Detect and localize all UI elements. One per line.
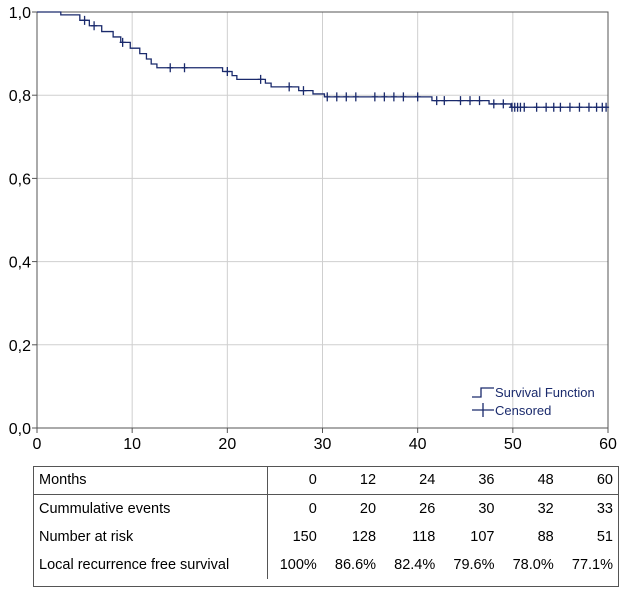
censored-mark [467, 96, 474, 106]
censored-mark [457, 96, 464, 106]
censored-mark [91, 21, 98, 31]
risk-table-row-at-risk: Number at risk 150 128 118 107 88 51 [33, 523, 619, 551]
table-cell: 82.4% [394, 557, 436, 573]
y-tick-label: 0,4 [9, 255, 31, 272]
censored-mark [400, 92, 407, 102]
y-tick-label: 1,0 [9, 5, 31, 22]
risk-header-cell: 0 [267, 466, 323, 495]
row-label: Local recurrence free survival [33, 551, 268, 579]
table-cell: 100% [279, 557, 317, 573]
x-tick-label: 0 [33, 436, 42, 453]
censored-mark [390, 92, 397, 102]
table-cell: 20 [359, 501, 377, 517]
risk-header-cell: 48 [500, 466, 560, 495]
x-tick-label: 60 [599, 436, 617, 453]
survival-function-line [37, 11, 608, 108]
table-cell: 0 [308, 501, 317, 517]
y-tick-label: 0,6 [9, 171, 31, 188]
censored-mark [603, 102, 610, 112]
censored-mark [167, 63, 174, 73]
legend-censored-symbol [472, 403, 494, 417]
y-tick-label: 0,0 [9, 421, 31, 438]
y-tick-label: 0,8 [9, 88, 31, 105]
censored-mark [324, 92, 331, 102]
table-cell: 77.1% [571, 557, 613, 573]
table-cell: 78.0% [512, 557, 554, 573]
row-label: Cummulative events [33, 494, 268, 523]
risk-header-cell: 36 [441, 466, 501, 495]
censored-mark [521, 102, 528, 112]
censored-mark [333, 92, 340, 102]
censored-mark [433, 96, 440, 106]
censored-mark [224, 66, 231, 76]
survival-chart: 0 10 20 30 40 50 60 0,0 0,2 0,4 0,6 0,8 1,0 Survival… [9, 5, 617, 453]
table-cell: 33 [596, 501, 613, 517]
legend-survival-label: Survival Function [495, 385, 595, 400]
table-cell: 86.6% [334, 557, 377, 573]
risk-header-cell: 60 [559, 466, 619, 495]
table-cell: 30 [478, 501, 495, 517]
table-cell: 128 [351, 529, 377, 545]
table-cell: 26 [419, 501, 436, 517]
censored-mark [593, 102, 600, 112]
y-tick-label: 0,2 [9, 338, 31, 355]
censored-marks [81, 15, 610, 112]
censored-mark [441, 96, 448, 106]
legend: Survival Function Censored [472, 385, 595, 418]
risk-header-cell: 12 [322, 466, 383, 495]
x-tick-label: 40 [409, 436, 427, 453]
censored-mark [576, 102, 583, 112]
legend-censored-label: Censored [495, 403, 551, 418]
x-tick-label: 30 [314, 436, 332, 453]
risk-table-header-row: Months 0 12 24 36 48 60 [33, 466, 619, 495]
risk-header-label: Months [33, 466, 268, 495]
table-cell: 32 [537, 501, 554, 517]
censored-mark [381, 92, 388, 102]
table-cell: 150 [292, 529, 317, 545]
censored-mark [543, 102, 550, 112]
censored-mark [500, 99, 507, 109]
censored-mark [476, 96, 483, 106]
censored-mark [585, 102, 592, 112]
censored-mark [81, 15, 88, 25]
row-label: Number at risk [33, 523, 268, 551]
grid-lines [37, 12, 608, 428]
censored-mark [371, 92, 378, 102]
axis-ticks: 0 10 20 30 40 50 60 0,0 0,2 0,4 0,6 0,8 1,0 [9, 5, 617, 453]
censored-mark [566, 102, 573, 112]
censored-mark [181, 63, 188, 73]
censored-mark [557, 102, 564, 112]
censored-mark [286, 82, 293, 92]
risk-header-cell: 24 [382, 466, 442, 495]
risk-table: Months 0 12 24 36 48 60 Cummulative even… [33, 466, 619, 579]
x-tick-label: 20 [218, 436, 236, 453]
censored-mark [533, 102, 540, 112]
censored-mark [352, 92, 359, 102]
table-cell: 88 [537, 529, 554, 545]
censored-mark [300, 86, 307, 96]
censored-mark [550, 102, 557, 112]
x-tick-label: 50 [504, 436, 522, 453]
table-cell: 79.6% [453, 557, 495, 573]
risk-table-row-survival: Local recurrence free survival 100% 86.6… [33, 551, 619, 579]
censored-mark [343, 92, 350, 102]
x-tick-label: 10 [123, 436, 141, 453]
table-cell: 51 [596, 529, 613, 545]
table-cell: 118 [412, 529, 436, 545]
censored-mark [257, 74, 264, 84]
risk-table-row-events: Cummulative events 0 20 26 30 32 33 [33, 494, 619, 523]
censored-mark [414, 92, 421, 102]
table-cell: 107 [470, 529, 495, 545]
legend-survival-symbol [472, 387, 494, 398]
censored-mark [119, 37, 126, 47]
censored-mark [490, 99, 497, 109]
